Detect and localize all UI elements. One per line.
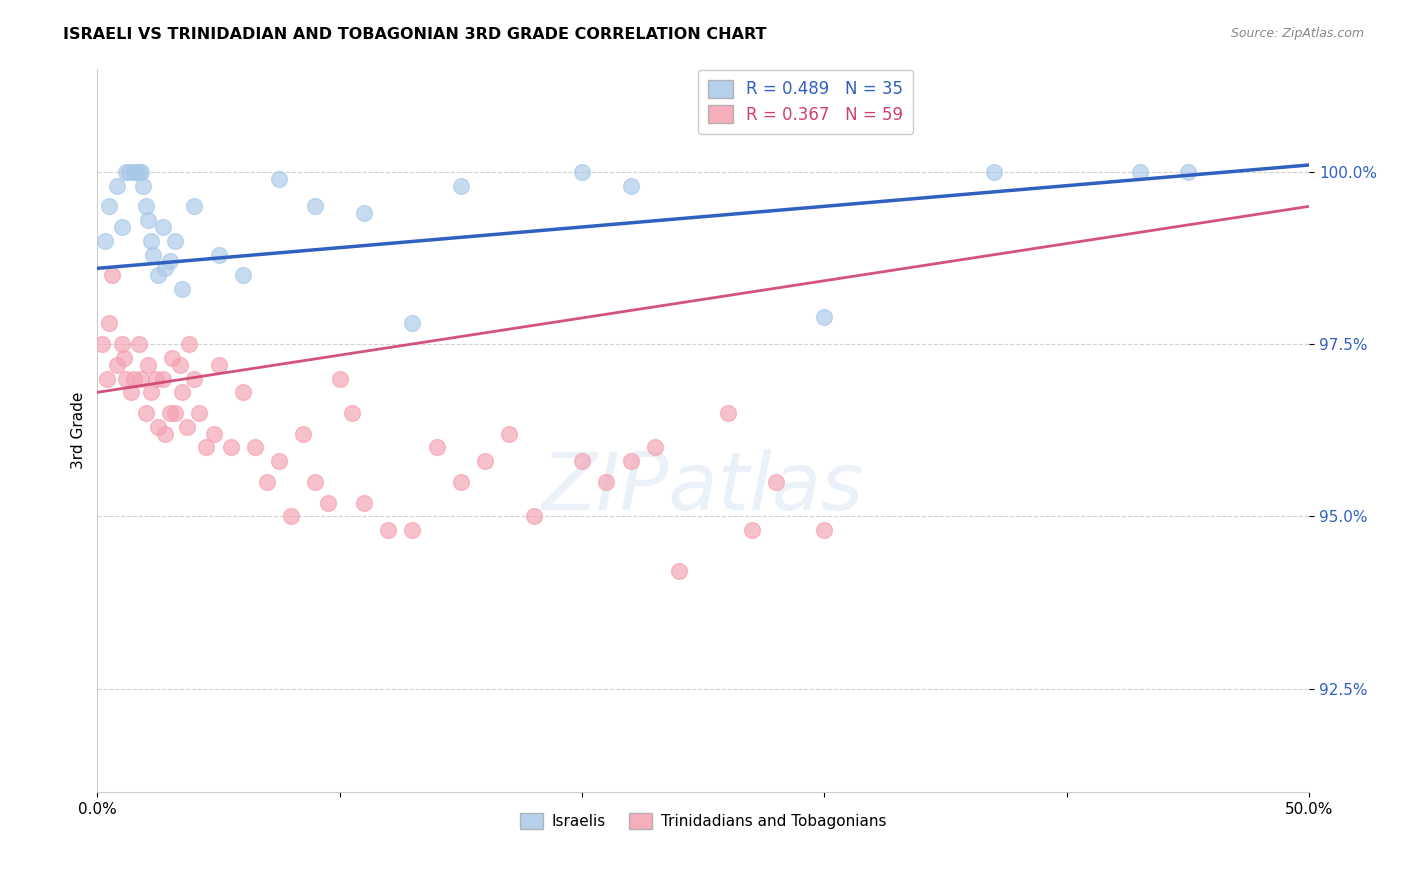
Point <box>101 268 124 283</box>
Point <box>128 165 150 179</box>
Point <box>118 165 141 179</box>
Point <box>644 441 666 455</box>
Point <box>983 165 1005 179</box>
Point <box>163 406 186 420</box>
Y-axis label: 3rd Grade: 3rd Grade <box>72 392 86 469</box>
Point <box>813 310 835 324</box>
Point <box>172 282 194 296</box>
Point <box>183 371 205 385</box>
Point <box>353 206 375 220</box>
Point <box>135 199 157 213</box>
Point <box>139 234 162 248</box>
Point <box>1177 165 1199 179</box>
Point <box>716 406 738 420</box>
Point <box>765 475 787 489</box>
Point <box>401 523 423 537</box>
Point <box>159 254 181 268</box>
Point <box>450 475 472 489</box>
Point <box>401 317 423 331</box>
Point <box>112 351 135 365</box>
Point <box>110 337 132 351</box>
Point <box>474 454 496 468</box>
Point <box>571 454 593 468</box>
Point <box>304 199 326 213</box>
Point <box>163 234 186 248</box>
Point <box>105 178 128 193</box>
Point <box>145 371 167 385</box>
Legend: Israelis, Trinidadians and Tobagonians: Israelis, Trinidadians and Tobagonians <box>513 806 893 835</box>
Point <box>91 337 114 351</box>
Point <box>498 426 520 441</box>
Point <box>169 358 191 372</box>
Point <box>353 495 375 509</box>
Point <box>155 261 177 276</box>
Point <box>195 441 218 455</box>
Point <box>207 358 229 372</box>
Point <box>98 199 121 213</box>
Point <box>128 337 150 351</box>
Point <box>136 358 159 372</box>
Point <box>741 523 763 537</box>
Point <box>377 523 399 537</box>
Point <box>316 495 339 509</box>
Point <box>159 406 181 420</box>
Point <box>256 475 278 489</box>
Point <box>340 406 363 420</box>
Point <box>132 178 155 193</box>
Point <box>188 406 211 420</box>
Point <box>155 426 177 441</box>
Point <box>232 268 254 283</box>
Point <box>243 441 266 455</box>
Point <box>172 385 194 400</box>
Point <box>595 475 617 489</box>
Text: ZIPatlas: ZIPatlas <box>543 449 865 527</box>
Point <box>668 565 690 579</box>
Point <box>115 371 138 385</box>
Point <box>115 165 138 179</box>
Point <box>142 247 165 261</box>
Point <box>146 268 169 283</box>
Point <box>93 234 115 248</box>
Point <box>280 509 302 524</box>
Point <box>129 371 152 385</box>
Point <box>269 454 291 468</box>
Point <box>292 426 315 441</box>
Point <box>105 358 128 372</box>
Point <box>139 385 162 400</box>
Point <box>152 371 174 385</box>
Point <box>136 213 159 227</box>
Point <box>183 199 205 213</box>
Point <box>219 441 242 455</box>
Point <box>619 178 641 193</box>
Point <box>98 317 121 331</box>
Point <box>110 219 132 234</box>
Point <box>450 178 472 193</box>
Point <box>232 385 254 400</box>
Point <box>125 165 148 179</box>
Point <box>202 426 225 441</box>
Point <box>129 165 152 179</box>
Point <box>146 419 169 434</box>
Point <box>523 509 546 524</box>
Point <box>426 441 449 455</box>
Point <box>176 419 198 434</box>
Point <box>329 371 352 385</box>
Point <box>152 219 174 234</box>
Point <box>96 371 118 385</box>
Point <box>619 454 641 468</box>
Point <box>162 351 184 365</box>
Point <box>1128 165 1150 179</box>
Text: Source: ZipAtlas.com: Source: ZipAtlas.com <box>1230 27 1364 40</box>
Point <box>304 475 326 489</box>
Point <box>207 247 229 261</box>
Point <box>135 406 157 420</box>
Text: ISRAELI VS TRINIDADIAN AND TOBAGONIAN 3RD GRADE CORRELATION CHART: ISRAELI VS TRINIDADIAN AND TOBAGONIAN 3R… <box>63 27 766 42</box>
Point <box>122 165 145 179</box>
Point <box>122 371 145 385</box>
Point <box>120 385 142 400</box>
Point <box>179 337 201 351</box>
Point <box>571 165 593 179</box>
Point <box>269 171 291 186</box>
Point <box>813 523 835 537</box>
